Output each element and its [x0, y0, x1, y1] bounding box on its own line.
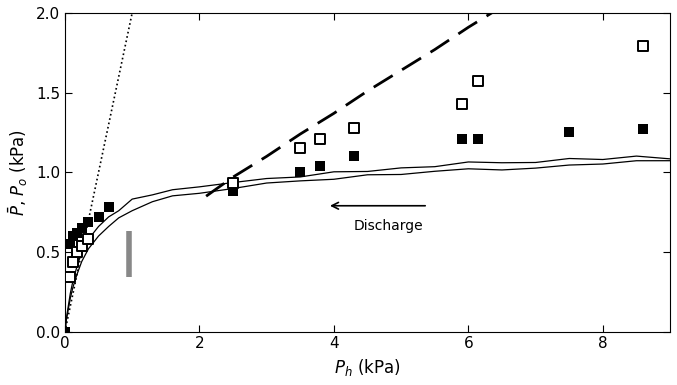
Y-axis label: $\bar{P}$, $P_o$ (kPa): $\bar{P}$, $P_o$ (kPa)	[7, 129, 30, 216]
Point	[64, 241, 75, 247]
Point	[64, 275, 75, 281]
Point	[315, 163, 326, 169]
Point	[77, 225, 87, 231]
Point	[638, 126, 649, 132]
Point	[72, 249, 83, 255]
Point	[456, 101, 467, 107]
Point	[349, 153, 359, 159]
Point	[68, 233, 79, 239]
Point	[227, 180, 238, 186]
Point	[564, 129, 575, 136]
Point	[60, 328, 70, 335]
Point	[83, 236, 94, 242]
Point	[77, 243, 87, 249]
Point	[473, 136, 484, 142]
Point	[72, 230, 83, 236]
X-axis label: $P_h$ (kPa): $P_h$ (kPa)	[334, 357, 401, 378]
Point	[315, 136, 326, 142]
Point	[227, 188, 238, 194]
Point	[295, 169, 306, 176]
Point	[349, 125, 359, 131]
Point	[93, 214, 104, 220]
Text: Discharge: Discharge	[354, 219, 424, 233]
Point	[295, 145, 306, 151]
Point	[103, 204, 114, 211]
Point	[473, 79, 484, 85]
Point	[83, 219, 94, 225]
Point	[68, 258, 79, 264]
Point	[456, 136, 467, 142]
Point	[638, 44, 649, 50]
